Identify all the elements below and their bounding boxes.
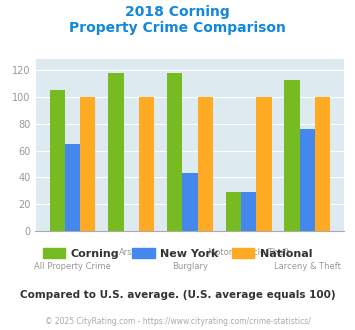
Text: Burglary: Burglary: [172, 262, 208, 271]
Bar: [80, 97, 95, 231]
Bar: [226, 192, 241, 231]
Bar: [256, 97, 272, 231]
Text: © 2025 CityRating.com - https://www.cityrating.com/crime-statistics/: © 2025 CityRating.com - https://www.city…: [45, 317, 310, 326]
Bar: [284, 80, 300, 231]
Bar: [139, 97, 154, 231]
Bar: [315, 97, 330, 231]
Bar: [300, 129, 315, 231]
Text: Arson: Arson: [119, 248, 143, 257]
Bar: [50, 90, 65, 231]
Legend: Corning, New York, National: Corning, New York, National: [38, 244, 317, 263]
Text: 2018 Corning: 2018 Corning: [125, 5, 230, 19]
Bar: [198, 97, 213, 231]
Bar: [182, 173, 198, 231]
Text: Compared to U.S. average. (U.S. average equals 100): Compared to U.S. average. (U.S. average …: [20, 290, 335, 300]
Text: Larceny & Theft: Larceny & Theft: [274, 262, 341, 271]
Bar: [108, 73, 124, 231]
Text: All Property Crime: All Property Crime: [34, 262, 111, 271]
Text: Motor Vehicle Theft: Motor Vehicle Theft: [208, 248, 289, 257]
Bar: [241, 192, 256, 231]
Bar: [167, 73, 182, 231]
Text: Property Crime Comparison: Property Crime Comparison: [69, 21, 286, 35]
Bar: [65, 144, 80, 231]
